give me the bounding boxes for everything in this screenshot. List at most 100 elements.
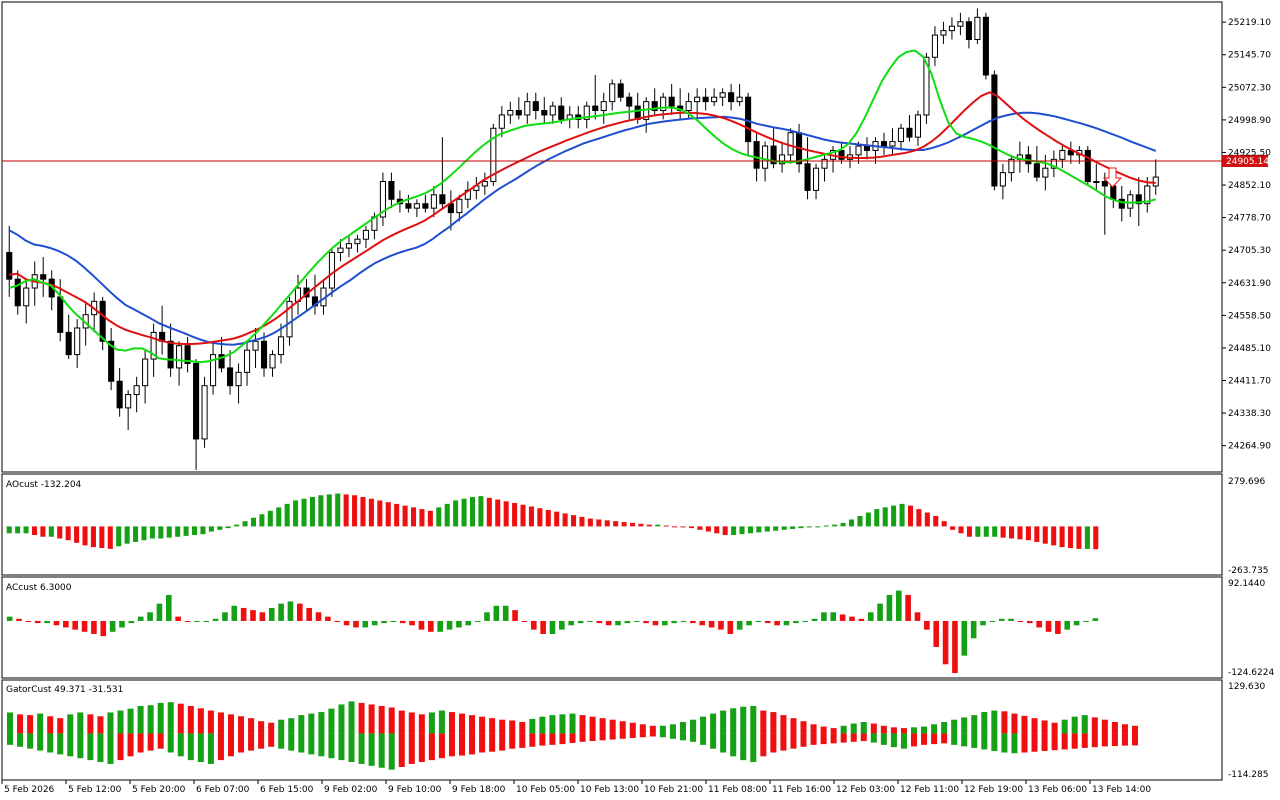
gator-lower-bar bbox=[589, 733, 596, 742]
gator-upper-bar bbox=[810, 724, 817, 734]
gator-lower-bar bbox=[760, 733, 767, 757]
ao-bar bbox=[891, 505, 897, 527]
gator-upper-bar bbox=[328, 708, 335, 734]
gator-lower-bar bbox=[690, 733, 697, 742]
candle bbox=[694, 96, 701, 103]
gator-lower-bar bbox=[358, 733, 365, 764]
current-price-tag bbox=[1222, 155, 1268, 167]
ao-bar bbox=[992, 526, 998, 537]
gator-lower-bar bbox=[67, 733, 74, 757]
ao-bar bbox=[402, 505, 408, 527]
gator-upper-bar bbox=[981, 712, 988, 734]
gator-upper-bar bbox=[298, 715, 305, 734]
gator-lower-bar bbox=[1021, 733, 1028, 753]
gator-upper-bar bbox=[308, 713, 315, 734]
ao-bar bbox=[983, 526, 989, 537]
gator-lower-bar bbox=[810, 733, 817, 745]
gator-upper-bar bbox=[559, 714, 566, 734]
gator-lower-bar bbox=[47, 733, 54, 753]
ao-bar bbox=[798, 526, 804, 529]
candle bbox=[379, 181, 386, 218]
candle bbox=[549, 105, 556, 116]
gator-lower-bar bbox=[961, 733, 968, 747]
gator-lower-bar bbox=[900, 733, 907, 749]
gator-upper-bar bbox=[238, 716, 245, 734]
gator-lower-bar bbox=[830, 733, 837, 744]
gator-upper-bar bbox=[1131, 725, 1138, 734]
ac-panel-frame[interactable] bbox=[1, 576, 1223, 679]
ao-bar bbox=[1093, 526, 1099, 550]
gator-lower-bar bbox=[710, 733, 717, 749]
gator-upper-bar bbox=[207, 710, 214, 734]
gator-lower-bar bbox=[669, 733, 676, 739]
candle bbox=[583, 105, 590, 120]
price-tick-label: 24558.50 bbox=[1228, 311, 1271, 321]
time-tick-label: 13 Feb 14:00 bbox=[1092, 785, 1151, 795]
ac-bar bbox=[680, 620, 687, 622]
gator-lower-bar bbox=[659, 733, 666, 738]
gator-upper-bar bbox=[227, 714, 235, 734]
ao-bar bbox=[335, 493, 341, 527]
gator-lower-bar bbox=[850, 733, 857, 742]
main-panel-frame[interactable] bbox=[1, 1, 1223, 473]
gator-upper-bar bbox=[880, 725, 887, 734]
gator-upper-bar bbox=[107, 712, 114, 734]
gator-upper-bar bbox=[217, 712, 224, 734]
gator-upper-bar bbox=[840, 725, 847, 734]
ac-bar bbox=[746, 620, 752, 626]
gator-lower-bar bbox=[569, 733, 576, 743]
candle bbox=[804, 163, 811, 191]
ac-bar bbox=[568, 620, 575, 626]
gator-lower-bar bbox=[890, 733, 897, 748]
gator-upper-bar bbox=[569, 713, 576, 734]
candle bbox=[974, 16, 981, 41]
gator-upper-bar bbox=[730, 708, 737, 734]
ao-bar bbox=[958, 526, 964, 534]
candle bbox=[541, 110, 548, 116]
gator-upper-bar bbox=[1121, 724, 1128, 734]
price-tick-label: 24485.10 bbox=[1228, 344, 1271, 354]
gator-lower-bar bbox=[268, 733, 275, 747]
ac-bar bbox=[1055, 620, 1061, 634]
candle bbox=[235, 371, 242, 387]
time-tick-label: 11 Feb 08:00 bbox=[708, 785, 767, 795]
gator-upper-bar bbox=[57, 718, 64, 734]
candle bbox=[362, 229, 369, 240]
candle bbox=[277, 336, 285, 356]
ao-bar bbox=[486, 497, 492, 527]
ao-bar bbox=[326, 494, 332, 527]
ao-bar bbox=[528, 506, 534, 527]
gator-lower-bar bbox=[880, 733, 887, 745]
time-tick-label: 5 Feb 12:00 bbox=[68, 785, 122, 795]
candle bbox=[345, 243, 353, 249]
gator-lower-bar bbox=[730, 733, 737, 757]
ao-panel-frame[interactable] bbox=[1, 473, 1223, 576]
ao-bar bbox=[343, 494, 349, 527]
time-tick-label: 12 Feb 11:00 bbox=[900, 785, 959, 795]
ac-bar bbox=[970, 620, 977, 639]
time-tick-label: 9 Feb 02:00 bbox=[324, 785, 378, 795]
ao-bar bbox=[453, 500, 459, 527]
candle bbox=[753, 141, 760, 169]
ao-bar bbox=[924, 512, 930, 527]
ac-bar bbox=[100, 620, 107, 637]
candle bbox=[1059, 149, 1066, 160]
ac-bar bbox=[1045, 620, 1052, 632]
ac-bar bbox=[811, 618, 818, 621]
gator-lower-bar bbox=[790, 733, 797, 749]
gator-lower-bar bbox=[27, 733, 34, 749]
gator-panel-frame[interactable] bbox=[1, 679, 1223, 781]
ac-max-label: 92.1440 bbox=[1228, 579, 1265, 589]
ac-bar bbox=[184, 620, 191, 622]
ac-bar bbox=[643, 620, 649, 624]
ac-bar bbox=[53, 620, 60, 626]
ao-bar bbox=[899, 503, 905, 527]
ao-bar bbox=[1000, 526, 1006, 538]
gator-upper-bar bbox=[890, 727, 897, 734]
gator-upper-bar bbox=[830, 728, 837, 734]
time-tick-label: 11 Feb 16:00 bbox=[772, 785, 831, 795]
candle bbox=[99, 300, 106, 342]
gator-lower-bar bbox=[1081, 733, 1088, 748]
gator-upper-bar bbox=[368, 704, 375, 734]
